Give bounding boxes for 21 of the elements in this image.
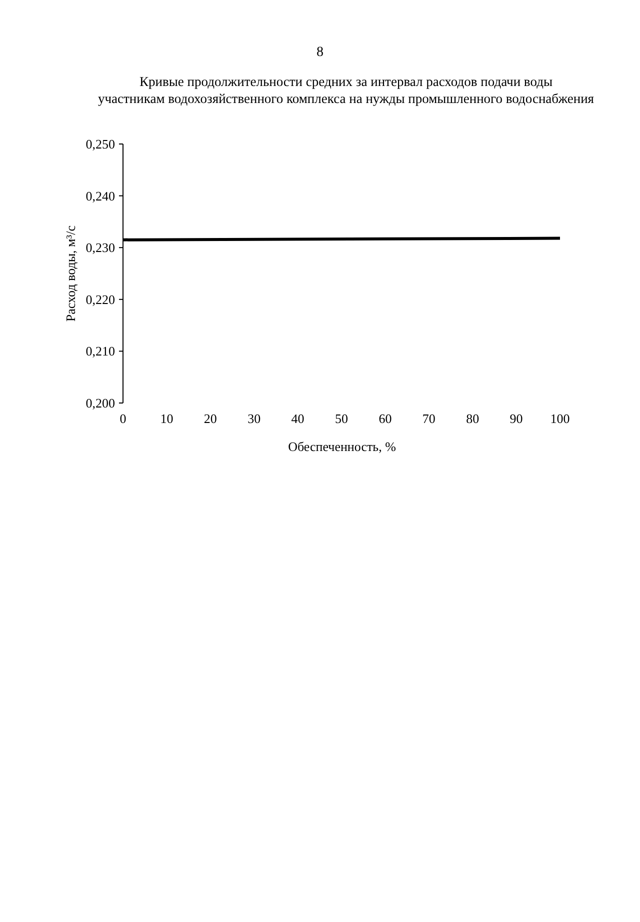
x-tick-label: 90 <box>510 411 523 426</box>
x-tick-label: 20 <box>204 411 217 426</box>
x-tick-label: 80 <box>466 411 480 426</box>
x-tick-label: 60 <box>378 411 392 426</box>
y-axis-title: Расход воды, м³/с <box>63 225 78 322</box>
x-axis-title: Обеспеченность, % <box>288 439 396 454</box>
y-tick-label: 0,230 <box>86 240 115 256</box>
y-tick-label: 0,250 <box>86 136 115 152</box>
text: 8 <box>316 45 324 60</box>
y-tick-label: 0,240 <box>86 188 115 204</box>
x-tick-label: 0 <box>120 411 126 426</box>
y-tick-label: 0,210 <box>86 344 115 359</box>
x-tick-label: 100 <box>550 411 570 426</box>
x-tick-label: 70 <box>422 411 436 426</box>
x-tick-label: 40 <box>291 411 304 426</box>
x-tick-label: 30 <box>248 411 261 426</box>
chart-title: Кривые продолжительности средних за интервал расходов подачи воды участникам водохозяйственного комплекса на нужды промышленного водоснабжения <box>98 74 594 106</box>
y-tick-label: 0,200 <box>86 396 115 410</box>
x-tick-label: 10 <box>160 411 174 426</box>
x-tick-label: 50 <box>335 411 348 426</box>
y-tick-label: 0,220 <box>86 292 115 307</box>
